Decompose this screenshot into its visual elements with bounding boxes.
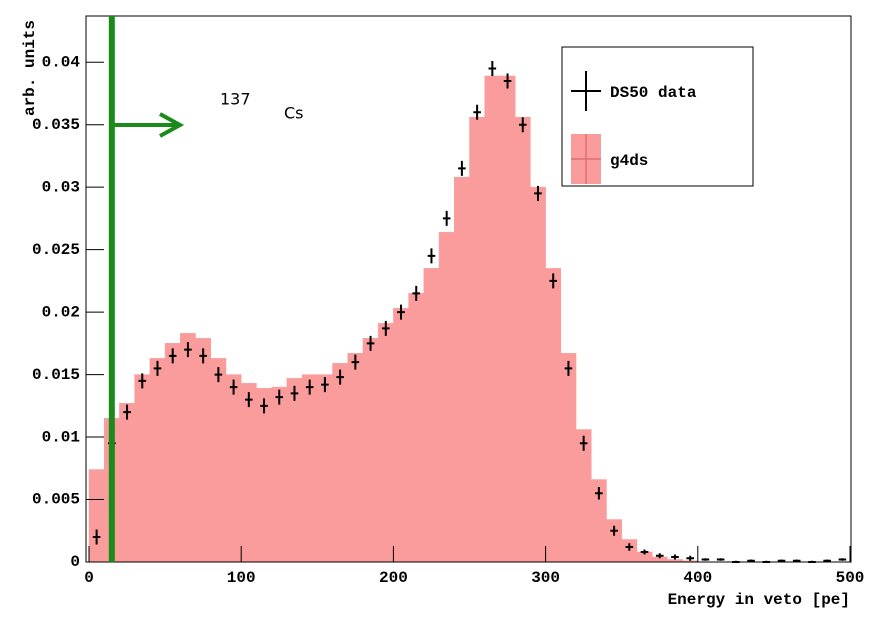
data-point: [290, 385, 299, 401]
legend-label: DS50 data: [610, 84, 697, 102]
histogram-bar: [347, 353, 364, 563]
y-tick-label: 0.01: [42, 428, 80, 446]
data-point: [686, 555, 694, 561]
data-point: [488, 60, 497, 76]
histogram-bar: [408, 293, 425, 563]
data-point: [184, 342, 192, 358]
data-point: [701, 558, 710, 561]
data-point: [381, 320, 390, 336]
histogram-bar: [362, 338, 379, 563]
data-point: [503, 73, 512, 89]
histogram-bar: [393, 308, 409, 563]
y-tick-label: 0.015: [32, 366, 80, 384]
histogram-bar: [317, 374, 333, 563]
x-tick-label: 0: [84, 569, 94, 587]
x-tick-label: 500: [836, 569, 865, 587]
plot-border: [85, 15, 852, 563]
data-point: [427, 248, 436, 264]
legend-label: g4ds: [610, 152, 648, 170]
histogram-bar: [332, 363, 348, 563]
data-point: [260, 398, 268, 414]
data-point: [351, 354, 360, 370]
data-point: [397, 304, 405, 320]
x-tick-label: 300: [531, 569, 560, 587]
x-tick-label: 400: [683, 569, 712, 587]
data-point: [153, 360, 162, 376]
data-point: [595, 487, 603, 500]
histogram-bar: [180, 333, 196, 563]
histogram-bar: [530, 186, 546, 563]
x-axis-label: Energy in veto [pe]: [668, 591, 850, 609]
data-point: [610, 525, 618, 536]
y-tick-label: 0.04: [42, 53, 81, 71]
data-point: [412, 285, 421, 301]
histogram-bar: [377, 323, 394, 563]
data-point: [275, 389, 284, 405]
x-tick-label: 100: [227, 569, 256, 587]
y-tick-label: 0.02: [42, 303, 80, 321]
data-point: [640, 549, 649, 555]
data-point: [321, 377, 329, 393]
histogram-bar: [134, 374, 151, 563]
data-point: [123, 404, 131, 420]
histogram-bar: [149, 358, 166, 563]
histogram-bar: [256, 388, 272, 563]
data-point: [838, 558, 847, 561]
histogram-bar: [469, 116, 485, 563]
histogram-bar: [301, 374, 318, 563]
annotation-text: Cs: [284, 104, 304, 123]
data-point: [92, 529, 101, 545]
histogram-bar: [240, 383, 257, 563]
y-tick-label: 0.025: [32, 241, 80, 259]
y-tick-label: 0.035: [32, 116, 80, 134]
histogram-bar: [423, 268, 440, 563]
histogram-bar: [454, 176, 470, 563]
data-point: [199, 348, 207, 364]
x-tick-label: 200: [379, 569, 408, 587]
arrow: [111, 112, 185, 138]
data-point: [336, 369, 344, 385]
histogram-bar: [545, 268, 562, 563]
data-point: [366, 335, 375, 351]
data-point: [671, 554, 679, 560]
histogram-bar: [514, 116, 531, 563]
y-axis-label: arb. units: [21, 20, 39, 116]
data-point: [168, 348, 177, 364]
data-point: [549, 273, 558, 289]
histogram-bar: [271, 386, 288, 563]
histogram-bar: [484, 75, 501, 563]
data-point: [229, 379, 238, 395]
legend-cross: [571, 134, 601, 184]
data-point: [518, 117, 527, 133]
annotation-superscript: 137: [220, 90, 251, 109]
histogram-bar: [438, 231, 455, 563]
data-point: [138, 373, 147, 389]
histogram-bar: [119, 403, 135, 563]
histogram-bar: [286, 378, 303, 563]
histogram-bar: [560, 353, 577, 563]
histogram-bar: [164, 343, 181, 563]
y-tick-label: 0.03: [42, 178, 80, 196]
data-point: [579, 435, 588, 451]
data-point: [716, 558, 725, 561]
data-point: [305, 379, 314, 395]
data-point: [564, 360, 573, 376]
data-point: [245, 392, 253, 408]
histogram-bar: [225, 374, 242, 563]
data-point: [625, 543, 634, 551]
histogram-bar: [195, 338, 212, 563]
data-point: [214, 367, 223, 383]
histogram-bar: [88, 469, 105, 563]
histogram-bar: [499, 75, 516, 563]
data-point: [534, 185, 542, 201]
y-tick-label: 0: [70, 553, 80, 571]
data-point: [473, 104, 481, 120]
data-point: [458, 160, 466, 176]
histogram-bar: [210, 358, 227, 563]
data-point: [442, 210, 451, 226]
y-tick-label: 0.005: [32, 491, 80, 509]
data-point: [655, 553, 664, 559]
legend-cross: [571, 71, 601, 111]
